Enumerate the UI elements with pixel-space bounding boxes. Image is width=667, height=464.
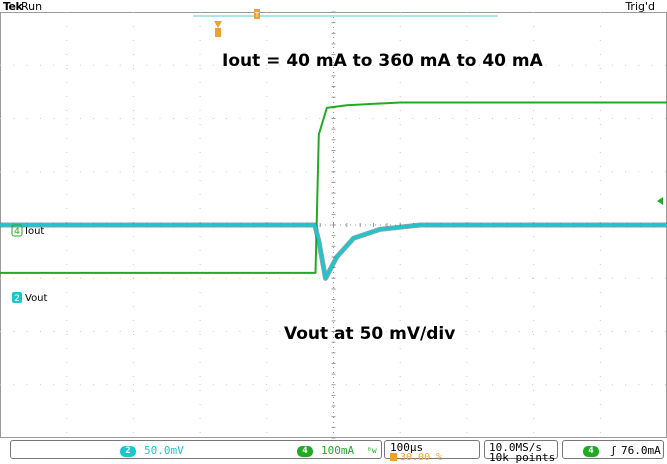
- ch2-label: Vout: [25, 293, 48, 304]
- ch2-scale: 50.0mV: [144, 444, 184, 457]
- status-bar: 2 50.0mV 4 100mA ᴮw 100µs 30.00 % 10.0MS…: [0, 440, 667, 463]
- ch4-label: Iout: [25, 226, 44, 237]
- trigger-position-icon: [390, 453, 397, 461]
- waveform-traces: [0, 101, 667, 281]
- ch4-chip: 4: [297, 446, 313, 457]
- graticule: [0, 11, 667, 439]
- ch4-ground-marker: 4 Iout: [11, 224, 44, 237]
- iout-annotation: Iout = 40 mA to 360 mA to 40 mA: [222, 51, 544, 71]
- trigger-source-chip: 4: [583, 446, 599, 457]
- trigger-position-marker: T: [254, 9, 260, 19]
- acquisition-state: Run: [21, 0, 43, 13]
- rising-edge-icon: ʃ: [610, 444, 617, 457]
- iout-trace: [0, 101, 667, 274]
- vout-annotation: Vout at 50 mV/div: [284, 324, 455, 344]
- ch4-marker-number: 4: [14, 227, 20, 237]
- record-length: 10k points: [489, 451, 556, 464]
- ch4-scale: 100mA: [321, 444, 355, 457]
- ch2-chip: 2: [120, 446, 136, 457]
- channel-readout-box[interactable]: 2 50.0mV 4 100mA ᴮw: [10, 440, 382, 459]
- ch2-marker-number: 2: [14, 294, 20, 304]
- trigger-status: Trig'd: [625, 0, 655, 13]
- brand-label: Tek: [3, 0, 23, 13]
- vout-trace: [0, 223, 667, 280]
- trigger-time-marker-icon: [214, 21, 222, 37]
- svg-text:T: T: [254, 11, 260, 19]
- acquisition-box[interactable]: 10.0MS/s 10k points: [484, 440, 558, 463]
- trigger-level-marker-icon: [657, 197, 663, 205]
- sample-rate: 10.0MS/s: [489, 441, 542, 454]
- ch2-ground-marker: 2 Vout: [12, 292, 48, 304]
- time-scale: 100µs: [390, 441, 424, 454]
- timebase-box[interactable]: 100µs 30.00 %: [384, 440, 480, 463]
- trigger-position-value: 30.00 %: [400, 452, 443, 463]
- trigger-level: 76.0mA: [621, 444, 661, 457]
- trigger-box[interactable]: 4 ʃ 76.0mA: [562, 440, 664, 459]
- bw-limit-icon: ᴮw: [367, 446, 377, 455]
